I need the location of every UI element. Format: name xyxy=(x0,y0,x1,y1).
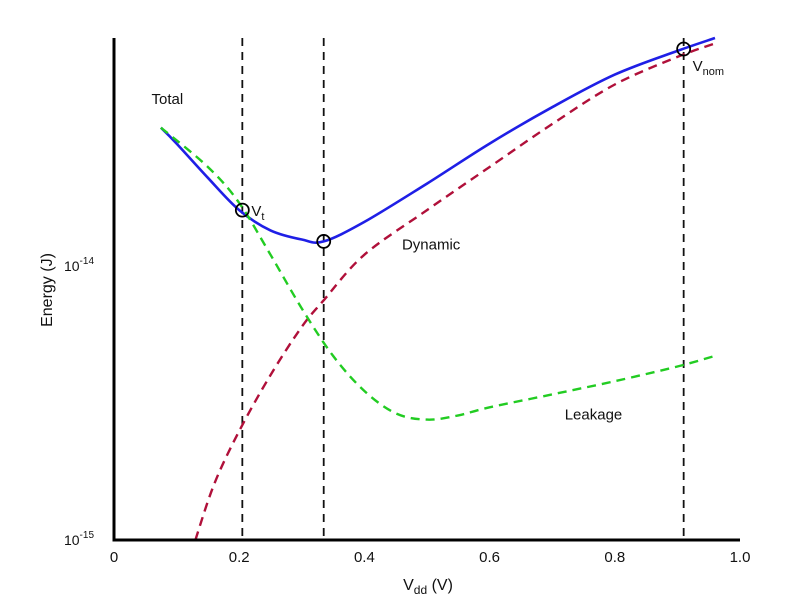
y-axis-label: Energy (J) xyxy=(39,253,56,327)
marker-label-sub: nom xyxy=(703,66,724,78)
y-tick-base: 10 xyxy=(64,532,80,548)
x-tick-label: 0.6 xyxy=(479,549,500,566)
marker-label-main: V xyxy=(251,203,261,220)
operating-point-marker xyxy=(316,234,332,249)
marker-label-main: V xyxy=(693,58,703,75)
operating-point-marker xyxy=(234,202,250,218)
x-tick-label: 0.2 xyxy=(229,549,250,566)
marker-label: Vt xyxy=(251,203,264,223)
x-tick-label: 1.0 xyxy=(730,549,751,566)
y-tick-exponent: -15 xyxy=(80,530,95,541)
x-tick-label: 0.8 xyxy=(604,549,625,566)
annotation-dynamic: Dynamic xyxy=(402,236,461,253)
series-line-leakage xyxy=(160,126,716,421)
x-axis-label: Vdd (V) xyxy=(403,577,453,597)
y-tick-label: 10-15 xyxy=(64,530,94,548)
series-line-total xyxy=(159,36,716,244)
y-tick-base: 10 xyxy=(64,258,80,274)
x-tick-label: 0.4 xyxy=(354,549,375,566)
operating-point-marker xyxy=(676,41,692,57)
x-tick-labels: 0 0.2 0.4 0.6 0.8 1.0 xyxy=(110,549,751,566)
annotation-leakage: Leakage xyxy=(565,407,623,424)
x-axis-label-sub: dd xyxy=(414,583,427,597)
marker-label: Vnom xyxy=(693,58,724,78)
x-axis-label-unit: (V) xyxy=(427,577,453,594)
marker-label-sub: t xyxy=(261,211,264,223)
series-group xyxy=(159,36,716,541)
annotation-total: Total xyxy=(152,91,184,108)
series-line-dynamic xyxy=(194,42,716,541)
x-axis-label-main: V xyxy=(403,577,414,594)
vertical-reference-lines xyxy=(241,38,685,540)
series-annotations: Total Dynamic Leakage xyxy=(152,91,623,424)
y-tick-label: 10-14 xyxy=(64,256,94,274)
x-tick-label: 0 xyxy=(110,549,118,566)
y-tick-exponent: -14 xyxy=(80,256,95,267)
